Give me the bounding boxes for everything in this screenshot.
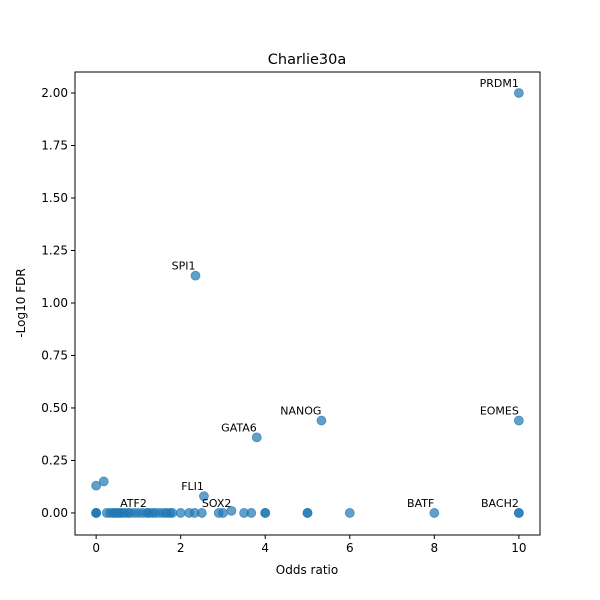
x-axis-label: Odds ratio [276,563,338,577]
y-tick-label: 1.25 [41,243,68,257]
data-points [91,88,524,518]
data-point [513,508,524,518]
data-point [196,508,207,518]
data-point [91,508,102,518]
data-point [429,508,440,518]
y-tick-label: 1.00 [41,296,68,310]
point-label: PRDM1 [480,77,519,90]
data-point [199,491,209,502]
x-axis-ticks: 0 2 4 6 8 10 [92,535,527,555]
y-tick-label: 1.75 [41,138,68,152]
point-annotations: PRDM1 SPI1 NANOG EOMES GATA6 FLI1 ATF2 SOX2 BATF… [120,77,519,510]
y-tick-label: 0.75 [41,348,68,362]
data-point [167,508,178,518]
point-label: NANOG [280,405,321,418]
point-label: SOX2 [202,497,231,510]
y-tick-label: 2.00 [41,86,68,100]
point-label: ATF2 [120,497,147,510]
y-tick-label: 0.50 [41,401,68,415]
point-label: GATA6 [221,421,257,434]
data-point [190,270,201,281]
data-point [98,476,109,487]
point-label: SPI1 [172,260,196,273]
x-tick-label: 10 [511,541,526,555]
y-axis-label: -Log10 FDR [14,268,28,337]
data-point [251,432,262,443]
point-label: BACH2 [481,497,519,510]
data-point [344,508,355,518]
y-tick-label: 0.00 [41,506,68,520]
point-label: EOMES [480,405,519,418]
data-point [260,508,271,518]
plot-area [74,71,541,536]
y-tick-label: 1.50 [41,191,68,205]
data-point [513,415,524,426]
chart-title: Charlie30a [268,52,346,68]
x-tick-label: 8 [430,541,438,555]
data-point [213,508,224,518]
y-axis-ticks: 0.00 0.25 0.50 0.75 1.00 1.25 1.50 1.75 2.00 [41,86,75,520]
y-tick-label: 0.25 [41,453,68,467]
data-point [175,508,186,518]
data-point [246,508,257,518]
data-point [91,480,102,491]
point-label: FLI1 [181,480,204,493]
point-label: BATF [407,497,434,510]
x-tick-label: 6 [346,541,354,555]
data-point [226,505,237,516]
data-point [302,508,313,518]
x-tick-label: 0 [92,541,100,555]
data-point [316,415,327,426]
x-tick-label: 4 [261,541,269,555]
data-point [513,88,524,98]
x-tick-label: 2 [177,541,185,555]
